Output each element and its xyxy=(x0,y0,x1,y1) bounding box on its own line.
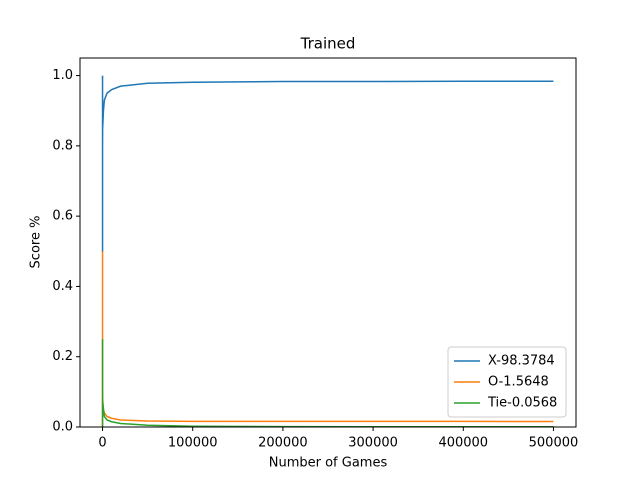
y-tick-label: 0.8 xyxy=(52,138,73,153)
y-tick-label: 0.6 xyxy=(52,209,73,224)
x-tick-label: 200000 xyxy=(258,436,308,451)
legend-box xyxy=(447,346,567,418)
legend-label: O-1.5648 xyxy=(488,375,549,390)
x-tick-label: 0 xyxy=(98,436,106,451)
series-line xyxy=(101,75,554,253)
chart-title: Trained xyxy=(300,35,356,53)
y-tick-label: 0.0 xyxy=(52,420,73,435)
x-tick-label: 500000 xyxy=(529,436,579,451)
y-tick-label: 0.2 xyxy=(52,349,73,364)
y-tick-label: 1.0 xyxy=(52,68,73,83)
legend-label: X-98.3784 xyxy=(488,354,555,369)
legend-label: Tie-0.0568 xyxy=(487,396,557,411)
x-tick-label: 300000 xyxy=(348,436,398,451)
x-tick-label: 100000 xyxy=(168,436,218,451)
y-axis-label: Score % xyxy=(29,216,44,269)
y-tick-label: 0.4 xyxy=(52,279,73,294)
x-axis-label: Number of Games xyxy=(269,456,388,471)
x-tick-label: 400000 xyxy=(438,436,488,451)
plot-frame xyxy=(79,57,577,428)
